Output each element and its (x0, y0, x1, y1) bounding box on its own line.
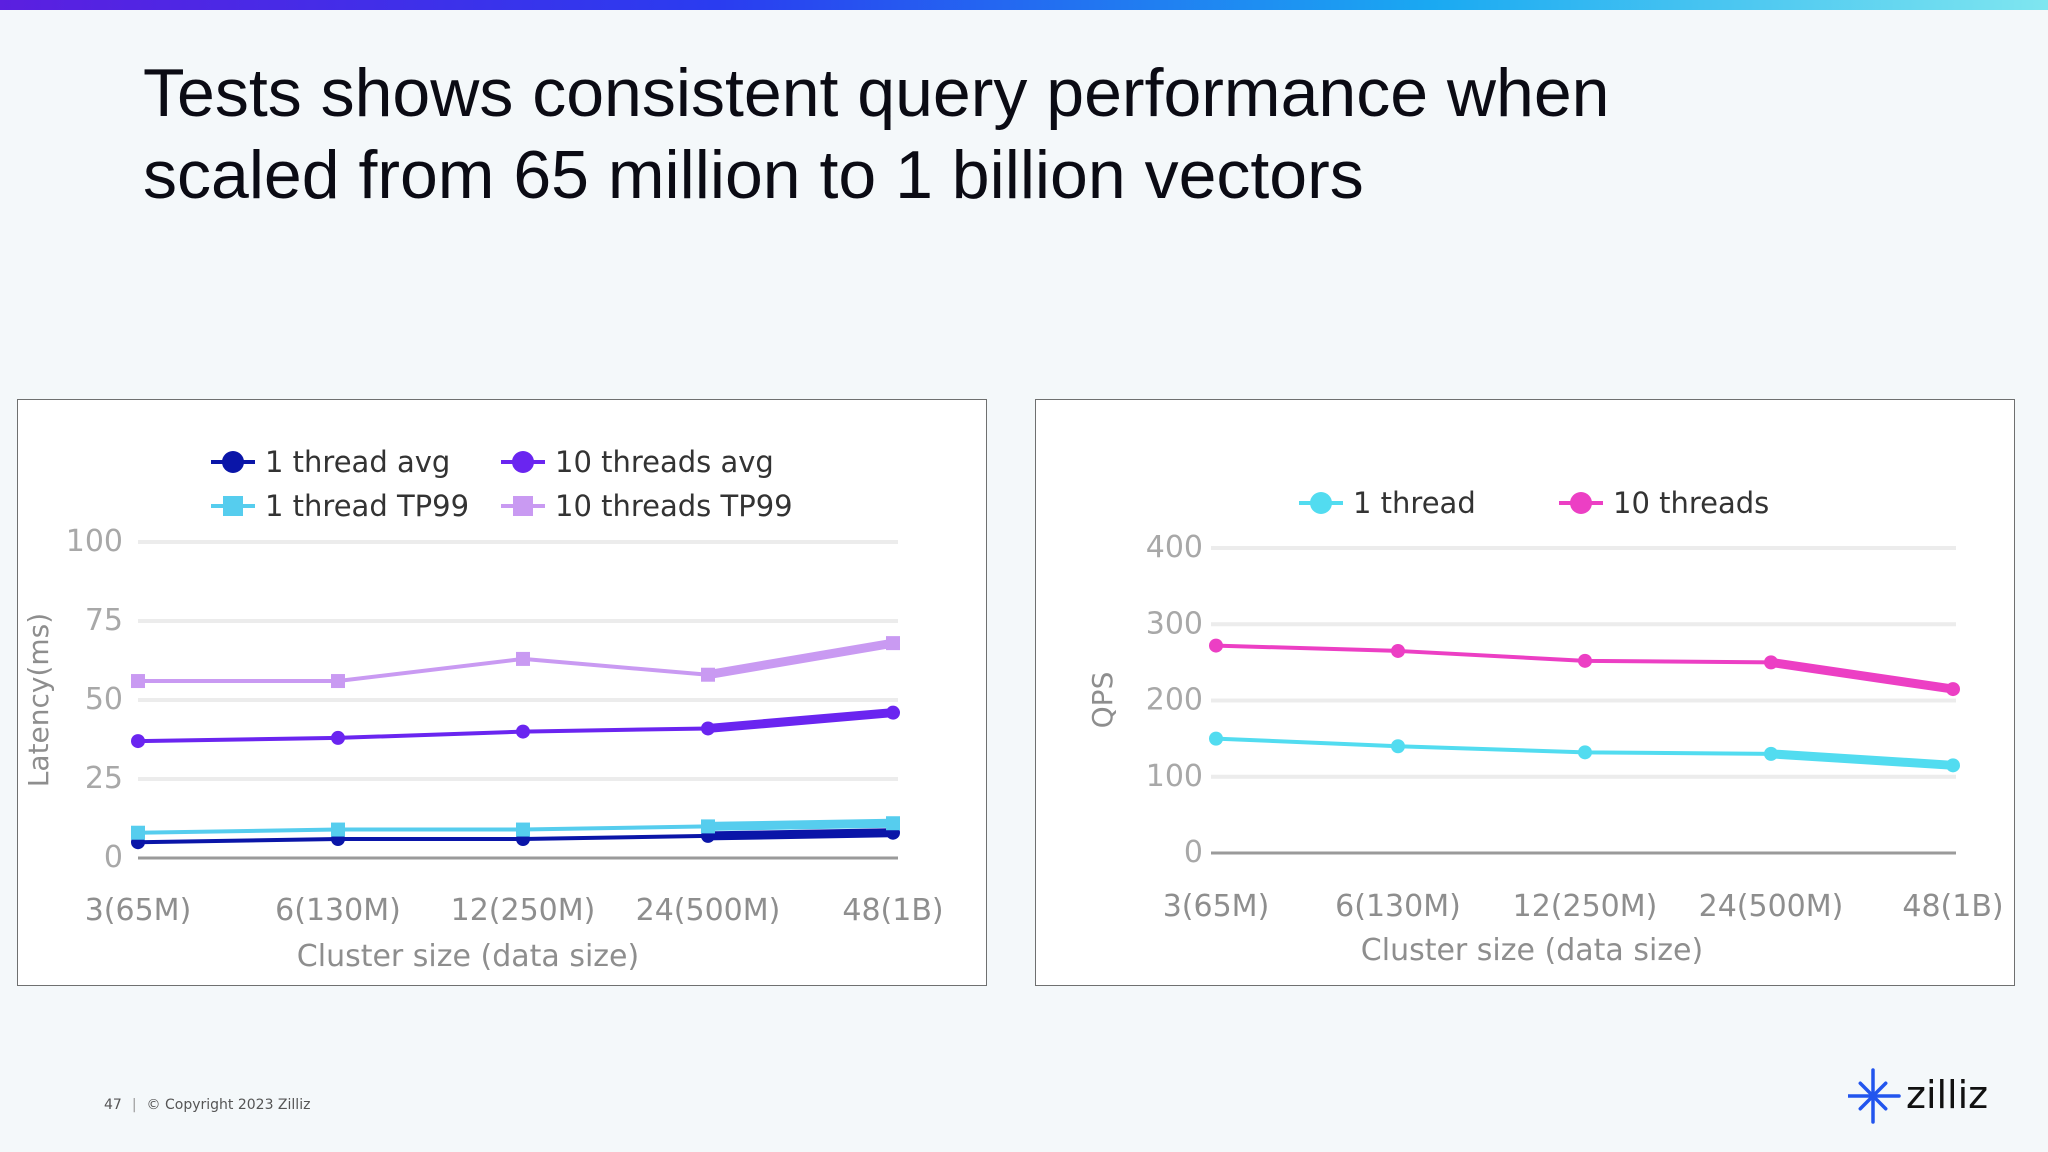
series-line-end (703, 828, 898, 841)
y-tick-label: 400 (1146, 530, 1203, 565)
y-tick-label: 0 (1184, 835, 1203, 870)
x-tick-label: 48(1B) (1902, 889, 2003, 924)
series-line-end (703, 818, 898, 831)
y-axis-label: Latency(ms) (22, 613, 55, 787)
zilliz-logo-icon (1848, 1068, 1901, 1124)
copyright-text: © Copyright 2023 Zilliz (146, 1097, 311, 1113)
data-point (1391, 739, 1405, 754)
x-tick-label: 3(65M) (1163, 889, 1270, 924)
legend-item: 10 threads (1559, 486, 1769, 520)
y-tick-label: 25 (85, 761, 123, 796)
legend-marker (1310, 492, 1332, 514)
data-point (131, 674, 145, 689)
data-point (1578, 745, 1592, 760)
slide-footer: 47 | © Copyright 2023 Zilliz (104, 1097, 311, 1113)
series-line-end (703, 708, 898, 733)
y-tick-label: 300 (1146, 606, 1203, 641)
data-point (331, 730, 345, 745)
data-point (131, 825, 145, 840)
data-point (701, 721, 715, 736)
legend-label: 1 thread TP99 (265, 489, 469, 523)
data-point (516, 822, 530, 837)
legend-marker (1570, 492, 1592, 514)
y-tick-label: 75 (85, 603, 123, 638)
data-point (331, 822, 345, 837)
data-point (1946, 758, 1960, 773)
x-tick-label: 12(250M) (451, 893, 596, 928)
data-point (1209, 638, 1223, 653)
latency-chart-panel: 0 25 50 75 100 3(65M) 6(130M) 12(250M) 24(500M) 4… (17, 399, 987, 986)
y-tick-label: 0 (104, 840, 123, 875)
series-line (137, 710, 894, 744)
data-point (1764, 655, 1778, 670)
data-point (131, 734, 145, 749)
data-point (516, 724, 530, 739)
x-tick-label: 6(130M) (275, 893, 401, 928)
slide-title-line-2: scaled from 65 million to 1 billion vect… (143, 137, 1364, 213)
legend-label: 10 threads avg (555, 445, 774, 479)
legend-label: 1 thread (1353, 486, 1476, 520)
series-10-threads (1209, 638, 1960, 697)
x-tick-label: 6(130M) (1335, 889, 1461, 924)
data-point (701, 667, 715, 682)
x-axis-label: Cluster size (data size) (297, 939, 639, 974)
slide-title: Tests shows consistent query performance… (143, 52, 1943, 216)
x-tick-label: 12(250M) (1513, 889, 1658, 924)
legend-marker (223, 496, 243, 516)
latency-chart: 0 25 50 75 100 3(65M) 6(130M) 12(250M) 24(500M) 4… (22, 445, 944, 974)
legend-item: 1 thread TP99 (211, 489, 469, 523)
slide-title-line-1: Tests shows consistent query performance… (143, 55, 1610, 131)
series-1-thread (1209, 731, 1960, 773)
legend-item: 1 thread avg (211, 445, 450, 479)
qps-chart: 0 100 200 300 400 3(65M) 6(130M) 12(250M) 24(500… (1086, 486, 2004, 968)
series-10-threads-avg (131, 705, 900, 749)
legend-label: 10 threads TP99 (555, 489, 793, 523)
page-number: 47 (104, 1097, 122, 1113)
data-point (331, 674, 345, 689)
legend-item: 10 threads TP99 (501, 489, 793, 523)
x-tick-label: 24(500M) (636, 893, 781, 928)
series-10-threads-tp99 (131, 636, 900, 689)
legend-marker (513, 496, 533, 516)
legend-item: 10 threads avg (501, 445, 774, 479)
legend-label: 1 thread avg (265, 445, 450, 479)
data-point (1946, 682, 1960, 697)
qps-chart-panel: 0 100 200 300 400 3(65M) 6(130M) 12(250M) 24(500… (1035, 399, 2015, 986)
legend-marker (222, 451, 244, 473)
logo-ray (1858, 1081, 1875, 1098)
series-line-end (1766, 657, 1958, 694)
logo-ray (1858, 1094, 1875, 1111)
series-line-end (1766, 749, 1958, 770)
y-tick-label: 100 (1146, 759, 1203, 794)
logo-ray (1871, 1081, 1888, 1098)
y-tick-label: 50 (85, 682, 123, 717)
y-axis-label: QPS (1086, 672, 1119, 729)
legend-item: 1 thread (1299, 486, 1476, 520)
brand-name: zilliz (1906, 1073, 1989, 1117)
y-tick-label: 100 (66, 524, 123, 559)
data-point (1578, 653, 1592, 668)
series-line-end (703, 638, 898, 680)
x-axis-label: Cluster size (data size) (1361, 933, 1703, 968)
data-point (886, 636, 900, 651)
data-point (1209, 731, 1223, 746)
data-point (1764, 746, 1778, 761)
x-tick-label: 48(1B) (842, 893, 943, 928)
data-point (1391, 643, 1405, 658)
data-point (886, 705, 900, 720)
data-point (516, 651, 530, 666)
x-tick-label: 3(65M) (85, 893, 192, 928)
series-1-thread-tp99 (131, 816, 900, 840)
y-tick-label: 200 (1146, 683, 1203, 718)
data-point (886, 816, 900, 831)
logo-ray (1871, 1094, 1888, 1111)
top-gradient-bar (0, 0, 2048, 10)
legend-label: 10 threads (1613, 486, 1769, 520)
legend-marker (512, 451, 534, 473)
data-point (701, 819, 715, 834)
x-tick-label: 24(500M) (1699, 889, 1844, 924)
